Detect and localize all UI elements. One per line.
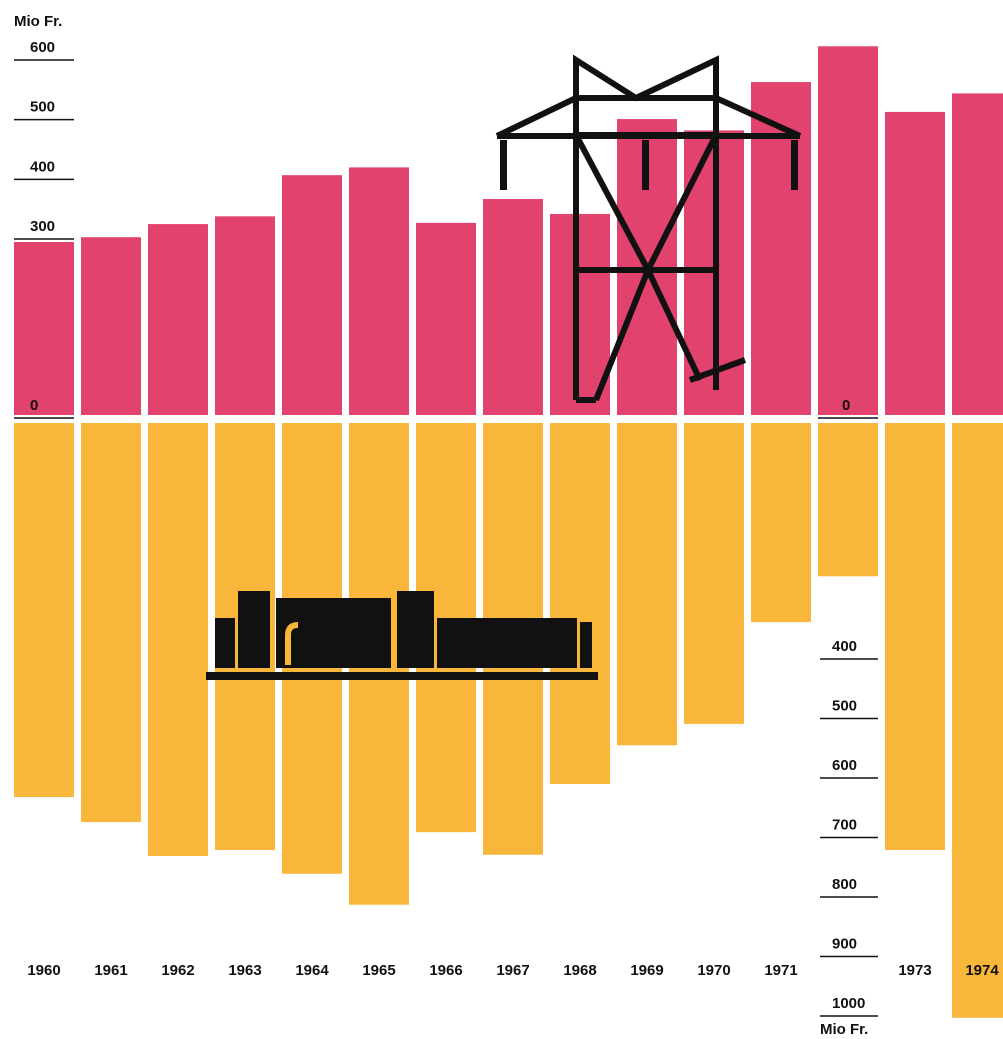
bar: [14, 241, 74, 415]
bar: [148, 224, 208, 415]
bar: [550, 423, 610, 784]
bar: [14, 423, 74, 798]
y-tick-label: 400: [30, 158, 55, 175]
bar: [751, 423, 811, 623]
y-axis-label: Mio Fr.: [14, 13, 62, 30]
x-tick-label: 1966: [429, 962, 462, 979]
bar: [81, 423, 141, 823]
bar: [885, 423, 945, 850]
y2-tick-label: 500: [832, 697, 857, 714]
y-tick-label: 0: [842, 397, 850, 414]
x-tick-label: 1970: [697, 962, 730, 979]
bar: [282, 175, 342, 415]
y2-tick-label: 900: [832, 935, 857, 952]
bar: [818, 423, 878, 577]
bar: [483, 199, 543, 415]
x-tick-label: 1965: [362, 962, 395, 979]
bar: [952, 93, 1003, 415]
x-tick-label: 1967: [496, 962, 529, 979]
bar: [751, 82, 811, 416]
x-tick-label: 1962: [161, 962, 194, 979]
y-tick-label: 0: [30, 397, 38, 414]
y2-axis-label: Mio Fr.: [820, 1021, 868, 1038]
y2-tick-label: 600: [832, 757, 857, 774]
bar: [684, 423, 744, 724]
bar: [148, 423, 208, 856]
y-tick-label: 500: [30, 99, 55, 116]
x-tick-label: 1969: [630, 962, 663, 979]
y2-tick-label: 400: [832, 638, 857, 655]
bar: [215, 216, 275, 415]
bar: [885, 111, 945, 415]
y-tick-label: 300: [30, 218, 55, 235]
bar: [81, 237, 141, 415]
x-tick-label: 1961: [94, 962, 127, 979]
bar: [349, 167, 409, 415]
x-tick-label: 1963: [228, 962, 261, 979]
y-tick-label: 600: [30, 39, 55, 56]
x-tick-label: 1974: [965, 962, 999, 979]
bar: [952, 423, 1003, 1018]
x-tick-label: 1971: [764, 962, 797, 979]
y2-tick-label: 700: [832, 816, 857, 833]
bar: [416, 222, 476, 415]
illustrations: [206, 54, 802, 680]
x-tick-label: 1973: [898, 962, 931, 979]
x-tick-label: 1968: [563, 962, 596, 979]
x-tick-label: 1960: [27, 962, 60, 979]
bar: [550, 213, 610, 415]
bar: [818, 46, 878, 415]
y2-tick-label: 800: [832, 876, 857, 893]
bar: [617, 423, 677, 746]
x-tick-label: 1964: [295, 962, 329, 979]
y2-tick-label: 1000: [832, 995, 865, 1012]
